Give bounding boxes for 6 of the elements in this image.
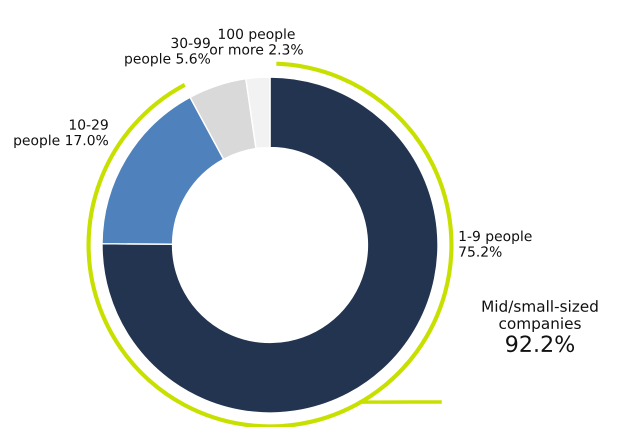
slice-label: 100 people or more 2.3% (210, 28, 303, 55)
slice-label: 1-9 people (460, 230, 532, 244)
text: Mid/small-sized companies 92.2% (482, 300, 598, 352)
slice-label: 10-29 people 17.0% (14, 119, 108, 148)
slice-label: 30-99 people 5.6% (125, 38, 210, 66)
data-label: 75.2% (459, 246, 502, 257)
